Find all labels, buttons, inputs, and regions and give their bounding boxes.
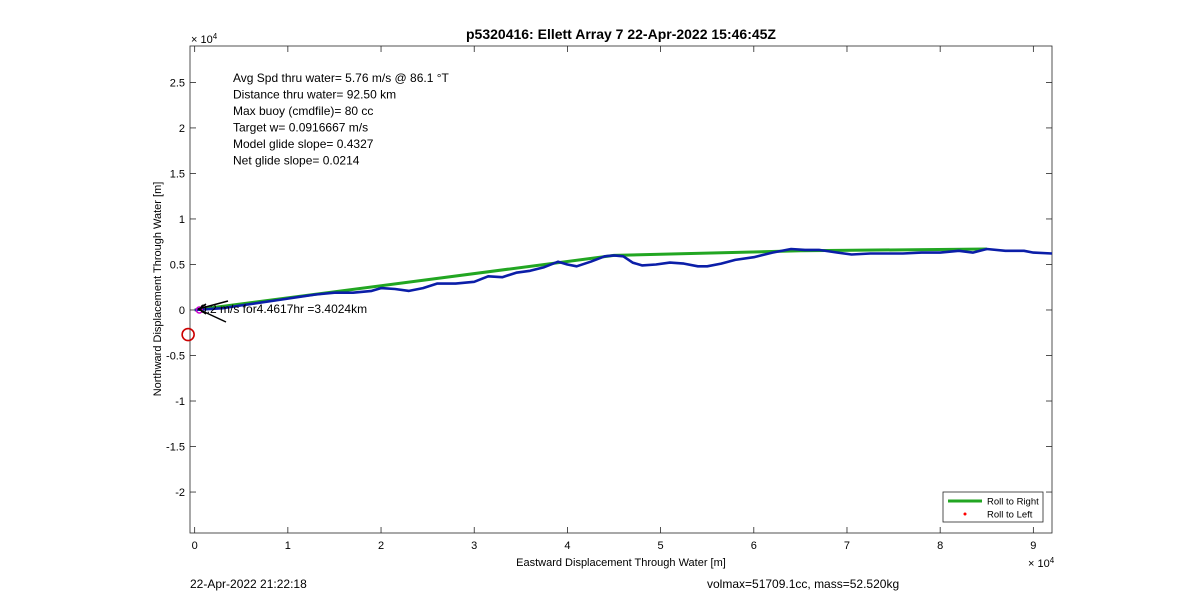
annotation-line: Max buoy (cmdfile)= 80 cc [233, 104, 373, 118]
y-tick-label: -1 [175, 396, 185, 408]
x-tick-label: 9 [1030, 540, 1036, 552]
annotation-line: Distance thru water= 92.50 km [233, 88, 396, 102]
footer-date: 22-Apr-2022 21:22:18 [190, 577, 307, 591]
stats-annotation: Avg Spd thru water= 5.76 m/s @ 86.1 °T Di… [233, 71, 450, 168]
y-exponent-label: × 104 [191, 32, 218, 46]
y-tick-label: 0 [179, 305, 185, 317]
chart-title: p5320416: Ellett Array 7 22-Apr-2022 15:… [466, 26, 776, 42]
legend-box [942, 491, 1044, 523]
plot-area [189, 45, 1053, 534]
footer-volmass: volmax=51709.1cc, mass=52.520kg [707, 577, 899, 591]
x-exponent-label: × 104 [1028, 556, 1055, 570]
x-tick-label: 1 [285, 540, 291, 552]
current-arrow [197, 300, 229, 323]
x-tick-labels: 0 1 2 3 4 5 6 7 8 9 [192, 540, 1037, 552]
current-label: 0.2 m/s for4.4617hr =3.4024km [200, 302, 367, 316]
x-tick-label: 6 [751, 540, 757, 552]
axis-ticks [190, 46, 1052, 533]
annotation-line: Model glide slope= 0.4327 [233, 137, 374, 151]
y-tick-label: -0.5 [166, 350, 185, 362]
annotation-line: Net glide slope= 0.0214 [233, 154, 360, 168]
legend: Roll to Right Roll to Left [942, 491, 1044, 523]
series-layer [181, 247, 1053, 342]
start-circle-marker [181, 327, 195, 342]
origin-marker [195, 306, 204, 314]
y-axis-label: Northward Displacement Through Water [m] [152, 182, 164, 397]
y-tick-label: 1 [179, 214, 185, 226]
y-tick-labels: 2.5 2 1.5 1 0.5 0 -0.5 -1 -1.5 -2 [166, 77, 185, 499]
y-tick-label: 2.5 [170, 77, 185, 89]
legend-label-roll-to-left: Roll to Left [987, 510, 1033, 521]
x-tick-label: 3 [471, 540, 477, 552]
y-tick-label: -1.5 [166, 442, 185, 454]
legend-swatch-roll-to-left [963, 512, 967, 516]
x-tick-label: 0 [192, 540, 198, 552]
y-tick-label: 1.5 [170, 168, 185, 180]
x-tick-label: 2 [378, 540, 384, 552]
x-tick-label: 8 [937, 540, 943, 552]
y-tick-label: -2 [175, 487, 185, 499]
x-tick-label: 5 [658, 540, 664, 552]
annotation-line: Target w= 0.0916667 m/s [233, 121, 368, 135]
x-axis-label: Eastward Displacement Through Water [m] [516, 557, 726, 569]
y-tick-label: 2 [179, 123, 185, 135]
series-line-track [194, 247, 1053, 312]
legend-label-roll-to-right: Roll to Right [987, 497, 1039, 508]
series-line-roll-to-right [194, 247, 987, 312]
x-tick-label: 4 [564, 540, 570, 552]
x-tick-label: 7 [844, 540, 850, 552]
y-tick-label: 0.5 [170, 259, 185, 271]
annotation-line: Avg Spd thru water= 5.76 m/s @ 86.1 °T [233, 71, 450, 85]
